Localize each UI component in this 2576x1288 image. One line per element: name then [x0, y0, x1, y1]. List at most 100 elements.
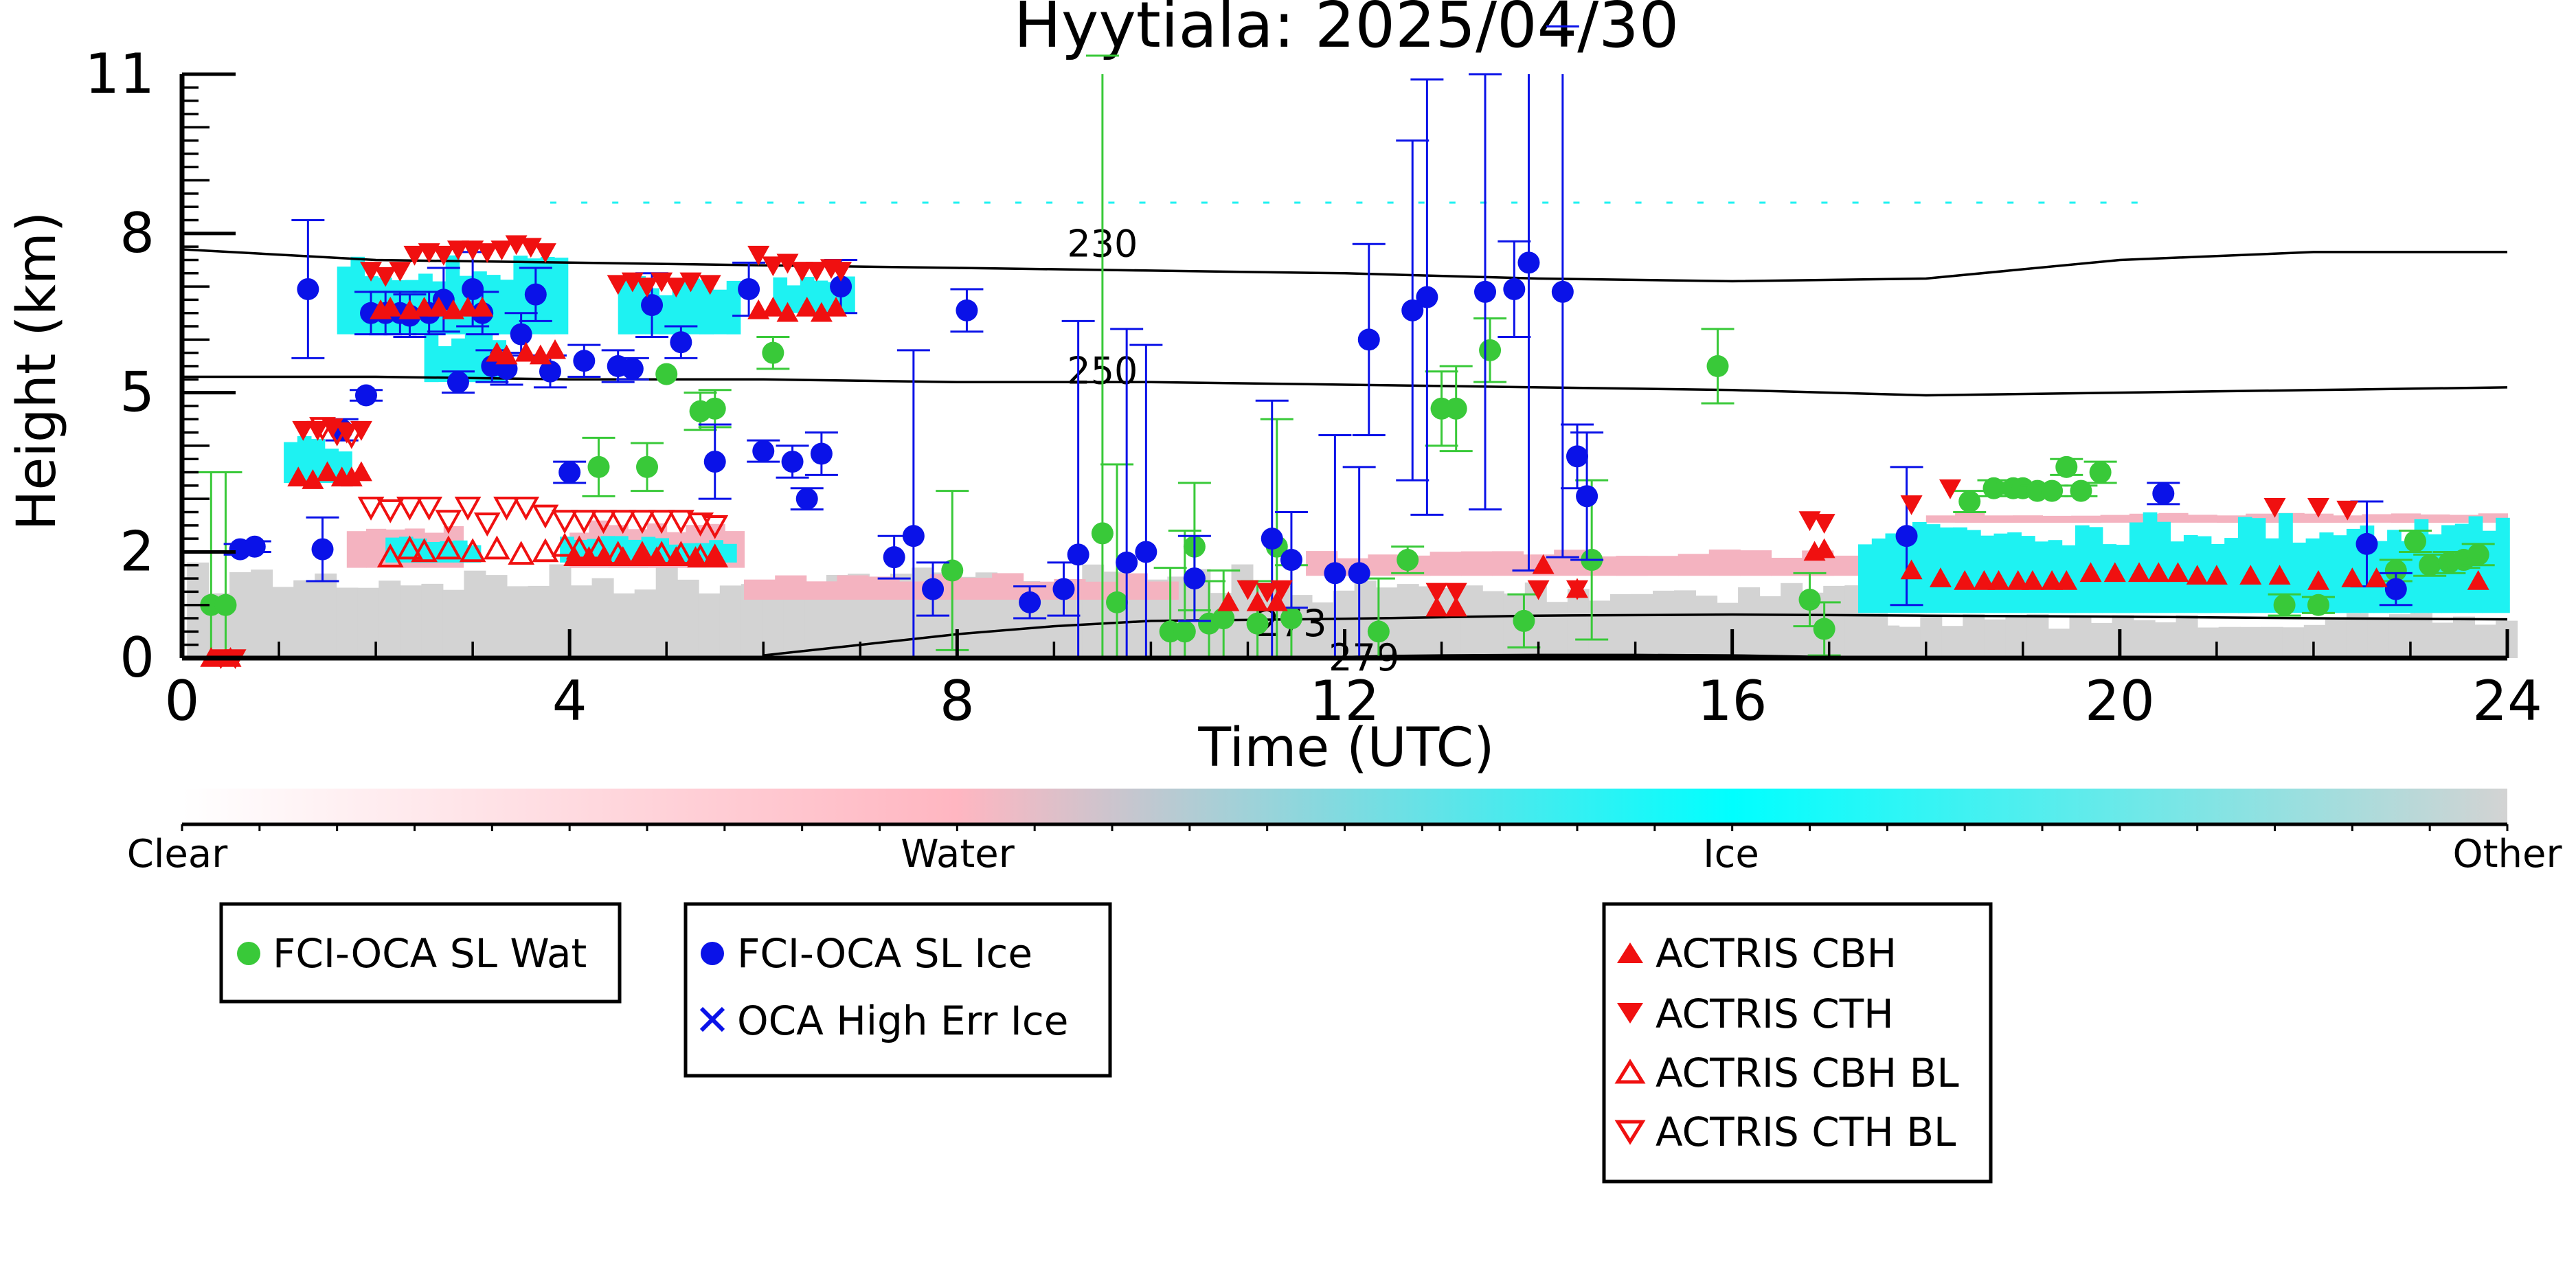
cloud-mask-cell	[315, 573, 337, 658]
legend-actris: ACTRIS CBH ACTRIS CTH ACTRIS CBH BL ACTR…	[1602, 902, 1993, 1184]
cloud-mask-cell	[1482, 591, 1504, 658]
cbh-bl-point	[687, 543, 714, 567]
cloud-mask-cell	[767, 201, 773, 204]
cbh-point	[2167, 562, 2189, 583]
y-axis-label: Height (km)	[6, 212, 68, 531]
cloud-mask-cell	[1912, 522, 1927, 613]
cloud-mask-cell	[1877, 625, 1900, 658]
ice-point	[641, 294, 664, 317]
ice-point	[883, 546, 905, 569]
cloud-mask-cell	[297, 436, 312, 483]
cloud-mask-cell	[1717, 602, 1739, 658]
cloud-mask-cell	[2346, 613, 2369, 658]
cbh-point	[2341, 567, 2364, 587]
legend-label-cth-bl: ACTRIS CTH BL	[1656, 1109, 1956, 1155]
cbh-point	[287, 466, 310, 487]
legend-marker-cth	[1617, 1003, 1643, 1024]
cbh-point	[413, 297, 436, 317]
cth-bl-point	[396, 496, 423, 521]
cth-point	[389, 262, 411, 282]
ice-point	[462, 278, 484, 300]
ice-point	[1895, 525, 1918, 547]
cth-bl-point	[324, 422, 351, 447]
cloud-mask-cell	[2034, 541, 2049, 613]
cbh-point	[2128, 562, 2151, 583]
cloud-mask-cell	[1046, 201, 1053, 204]
cth-bl-point	[687, 512, 714, 537]
cth-point	[490, 240, 513, 260]
cloud-mask-cell	[2042, 515, 2072, 523]
cbh-bl-point	[396, 535, 423, 560]
x-tick-label: 20	[2085, 669, 2155, 733]
water-point	[655, 363, 678, 385]
ice-point	[670, 331, 692, 354]
cbh-point	[825, 297, 848, 317]
cbh-point	[2103, 562, 2126, 583]
cbh-point	[1813, 538, 1835, 558]
cloud-mask-cell	[869, 590, 891, 658]
contour-line-273	[763, 613, 2508, 657]
ice-point	[524, 283, 547, 306]
cth-bl-point	[493, 496, 520, 521]
cloud-mask-cell	[284, 442, 298, 483]
cloud-mask-cell	[719, 585, 742, 658]
cbh-point	[2079, 562, 2102, 583]
cloud-mask-cell	[2090, 622, 2113, 658]
cbh-point	[776, 302, 799, 322]
cth-point	[374, 267, 397, 287]
cloud-mask-cell	[723, 543, 737, 563]
cbh-point	[795, 297, 818, 317]
cloud-mask-cell	[1677, 554, 1710, 576]
cloud-mask-cell	[2154, 622, 2177, 658]
ice-point	[621, 357, 644, 380]
cloud-mask-cell	[2474, 624, 2496, 658]
legend-marker-cbh-bl	[1614, 1059, 1646, 1084]
cbh-point	[1445, 596, 1467, 617]
ice-point	[1019, 591, 1041, 613]
water-point	[214, 594, 237, 616]
cloud-mask-cell	[2319, 532, 2334, 613]
colorbar-label-other: Other	[2452, 832, 2562, 877]
cloud-mask-cell	[1418, 201, 1425, 204]
cloud-mask-cell	[1976, 201, 1983, 204]
ice-point	[1416, 286, 1438, 308]
cth-point	[1236, 580, 1259, 600]
cloud-mask-cell	[1984, 619, 2007, 658]
cloud-mask-cell	[2216, 515, 2247, 523]
cloud-mask-cell	[1914, 201, 1921, 204]
water-point	[2404, 530, 2427, 552]
cloud-mask-cell	[1653, 590, 1675, 658]
cloud-mask-cell	[1439, 588, 1462, 658]
cloud-mask-cell	[528, 585, 550, 658]
cloud-mask-cell	[2112, 615, 2134, 658]
cth-point	[403, 245, 426, 266]
cbh-point	[350, 461, 372, 482]
cbh-point	[427, 297, 450, 317]
cloud-mask-cell	[726, 280, 741, 335]
cloud-mask-cell	[2026, 614, 2049, 658]
cth-point	[1445, 583, 1467, 603]
cloud-mask-cell	[1511, 201, 1518, 204]
cloud-mask-cell	[1567, 589, 1590, 658]
contour-line-230	[181, 248, 2507, 283]
water-point	[1513, 609, 1535, 632]
cloud-mask-cell	[698, 593, 721, 658]
cloud-mask-cell	[1740, 550, 1772, 576]
water-point	[2384, 559, 2407, 582]
cloud-mask-cell	[366, 528, 387, 568]
ice-point	[539, 360, 561, 383]
cloud-mask-cell	[1082, 564, 1105, 658]
cloud-mask-cell	[337, 267, 352, 335]
cloud-mask-cell	[829, 201, 836, 204]
cloud-mask-cell	[2362, 514, 2392, 523]
water-point	[1445, 397, 1467, 420]
plot-axes: 0 2 5 8 11 0 4 8 12 16 20 24	[84, 42, 2542, 733]
cloud-mask-cell	[1356, 201, 1363, 204]
cth-bl-point	[512, 496, 540, 521]
ice-point	[573, 350, 596, 372]
ice-point	[830, 275, 852, 298]
legend-label-cbh: ACTRIS CBH	[1656, 930, 1897, 977]
cth-point	[1900, 495, 1923, 515]
water-point	[1479, 339, 1502, 361]
ice-point	[297, 278, 319, 300]
